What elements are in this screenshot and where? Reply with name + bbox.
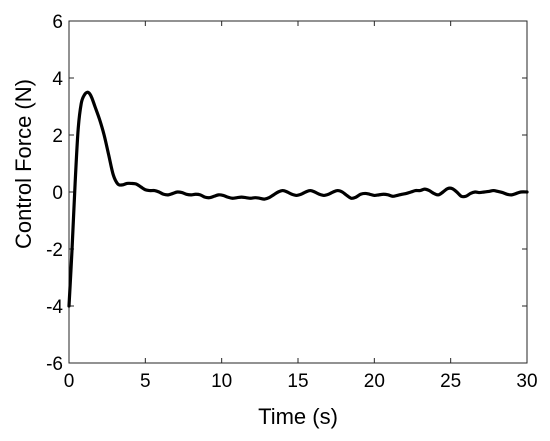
y-tick-label: 2 xyxy=(52,126,63,147)
y-axis-ticks: -6 -4 -2 0 2 4 6 xyxy=(46,12,527,375)
x-tick-label: 0 xyxy=(64,371,75,392)
x-tick-label: 25 xyxy=(440,371,461,392)
x-tick-label: 15 xyxy=(287,371,308,392)
x-tick-label: 10 xyxy=(211,371,232,392)
x-tick-label: 5 xyxy=(140,371,151,392)
y-tick-label: -2 xyxy=(46,240,63,261)
y-tick-label: -4 xyxy=(46,297,63,318)
y-tick-label: -6 xyxy=(46,354,63,375)
y-tick-label: 6 xyxy=(52,12,63,33)
x-axis-ticks: 0 5 10 15 20 25 30 xyxy=(64,21,538,392)
x-tick-label: 30 xyxy=(516,371,537,392)
y-axis-label: Control Force (N) xyxy=(11,79,36,249)
x-tick-label: 20 xyxy=(364,371,385,392)
y-tick-label: 0 xyxy=(52,183,63,204)
y-tick-label: 4 xyxy=(52,69,63,90)
x-axis-label: Time (s) xyxy=(258,404,338,429)
series-line xyxy=(67,90,529,308)
